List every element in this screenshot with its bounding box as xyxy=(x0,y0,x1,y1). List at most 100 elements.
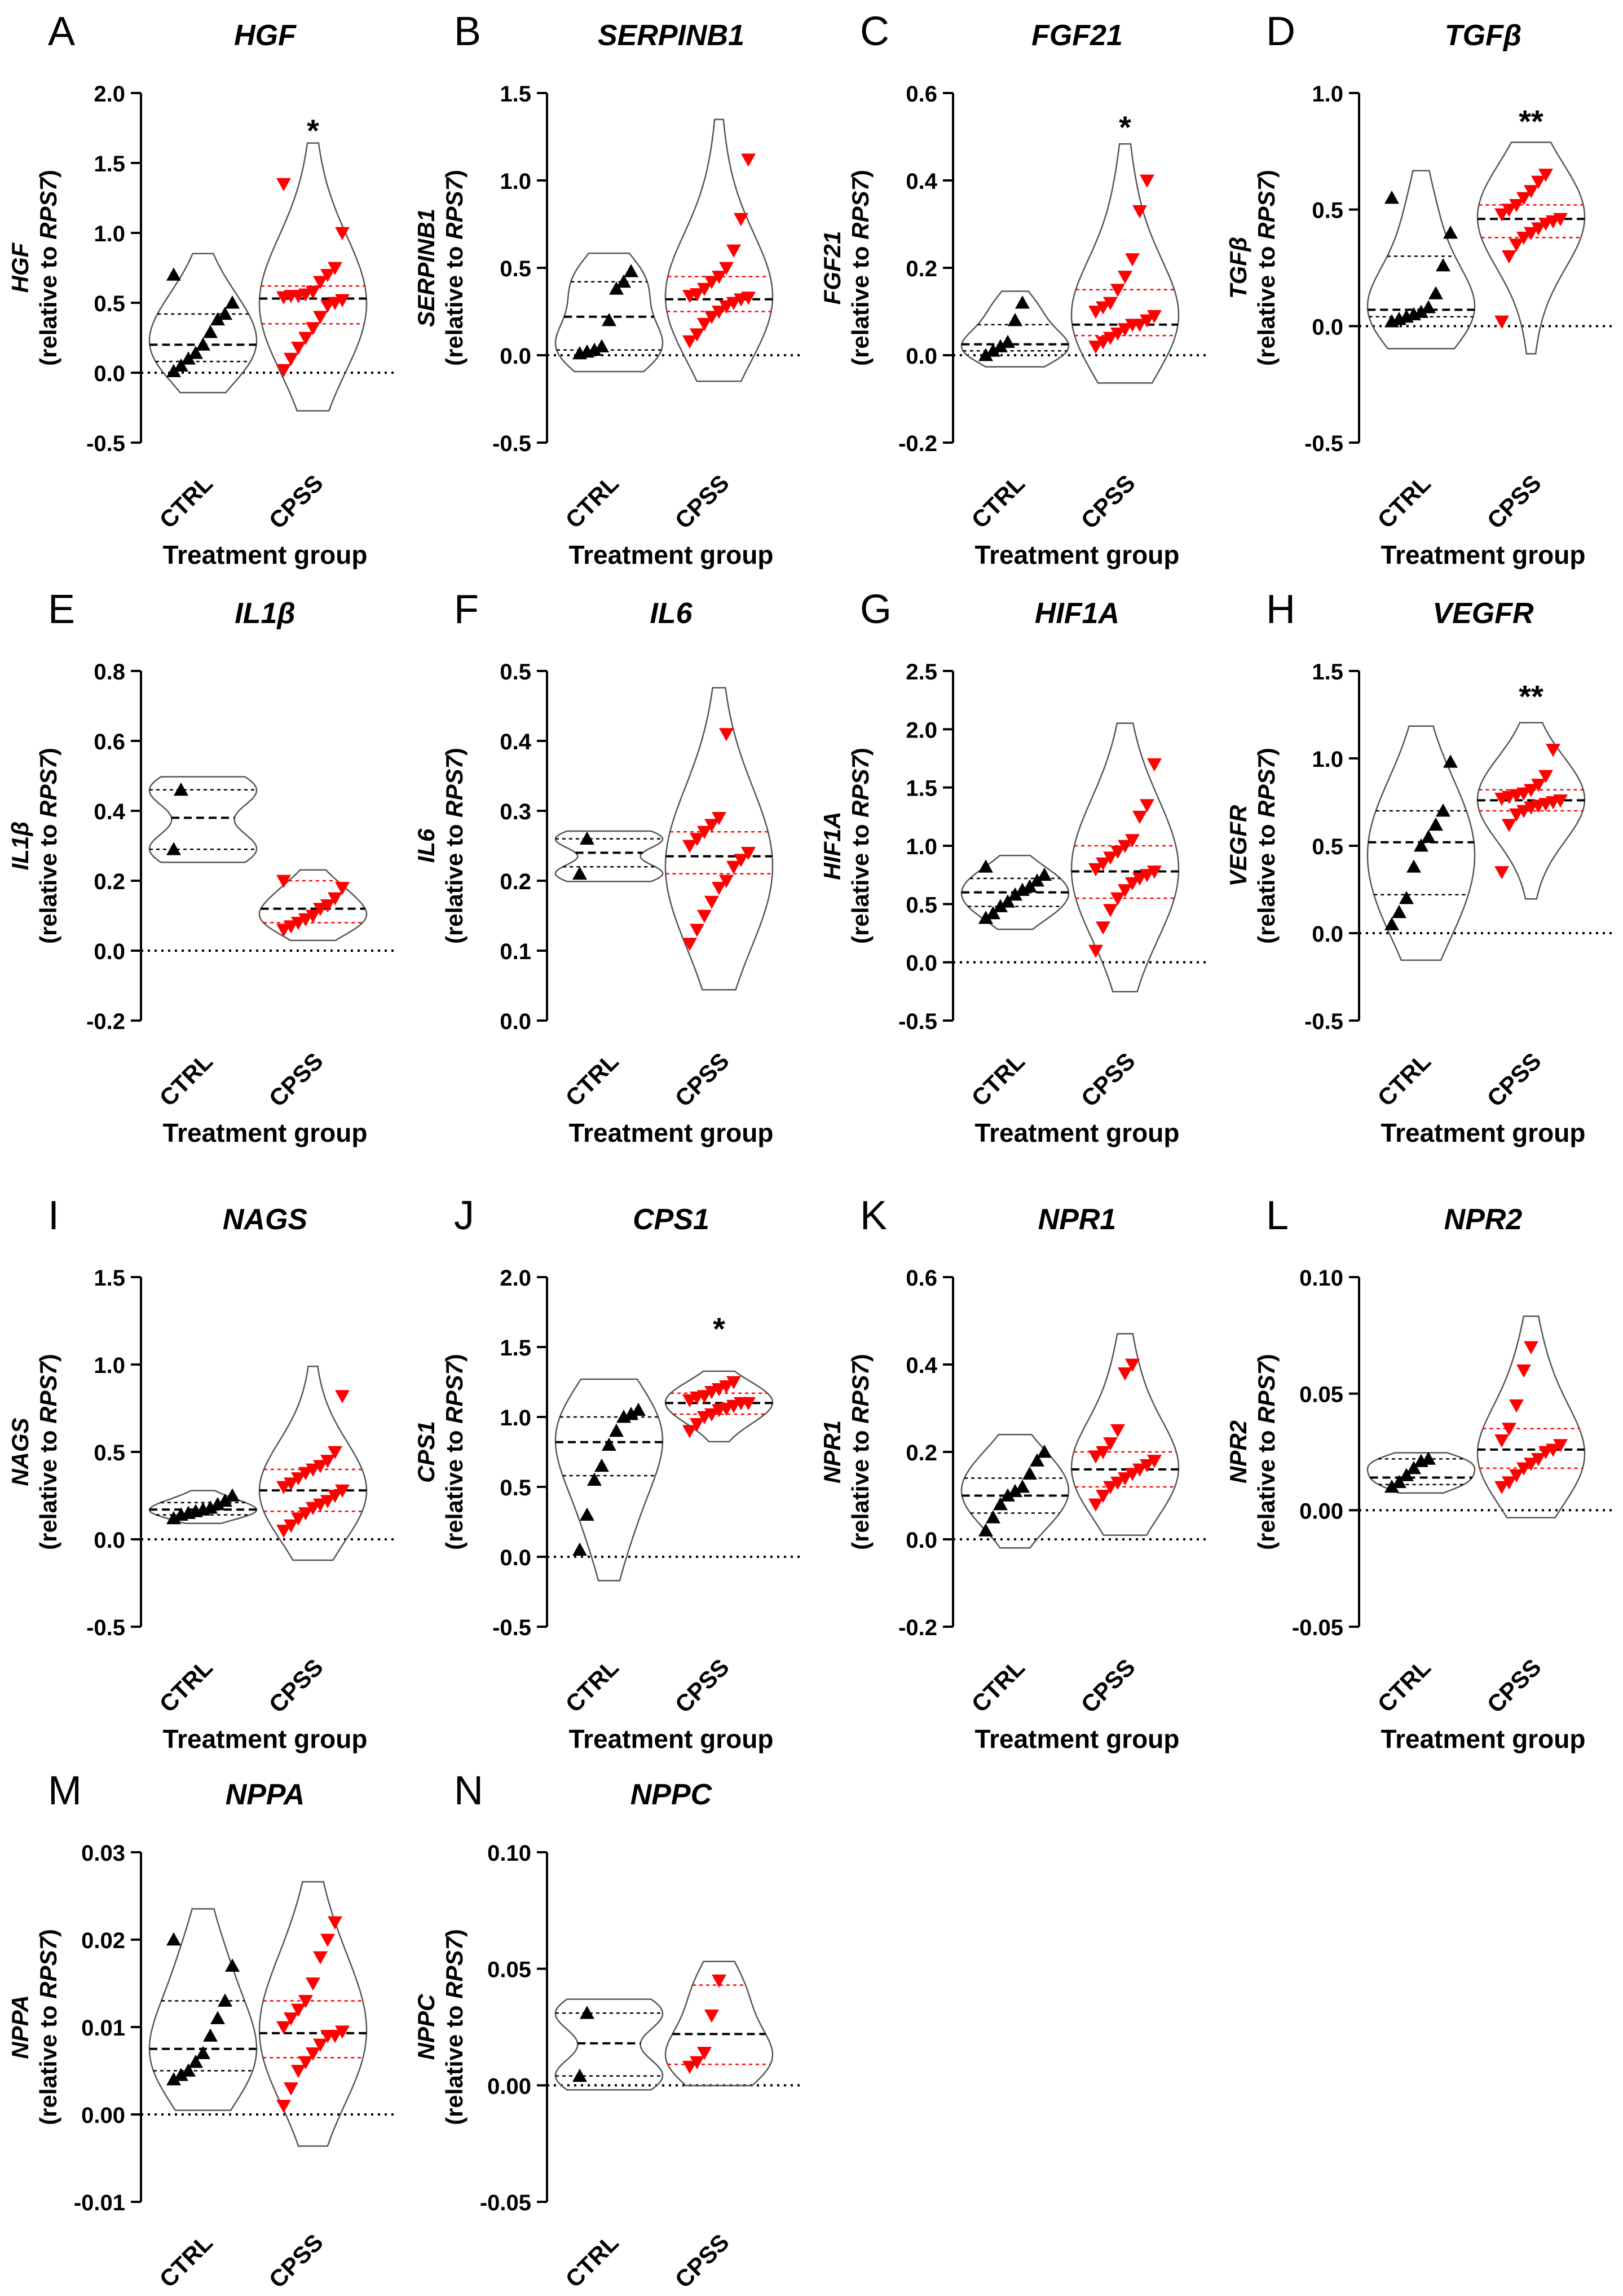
data-point-cpss xyxy=(1110,284,1125,297)
x-tick-label: CPSS xyxy=(670,2229,734,2293)
data-point-cpss xyxy=(1553,213,1568,227)
y-axis-unit-ref: RPS7 xyxy=(1253,176,1280,239)
panel-title: NPPC xyxy=(630,1778,713,1811)
data-point-cpss xyxy=(1125,834,1140,847)
data-point-ctrl xyxy=(1384,917,1399,930)
data-point-cpss xyxy=(320,1933,335,1947)
y-tick-label: 0.0 xyxy=(94,1528,125,1553)
x-tick-label: CTRL xyxy=(1373,470,1436,533)
data-point-ctrl xyxy=(181,2063,196,2077)
y-tick-label: -0.5 xyxy=(86,1615,125,1640)
y-axis-unit: (relative to RPS7) xyxy=(441,748,468,944)
y-axis-unit-ref: RPS7 xyxy=(847,176,874,239)
y-axis-label: VEGFR xyxy=(1225,805,1251,886)
y-tick-label: 0.0 xyxy=(906,344,937,369)
data-point-cpss xyxy=(291,1472,306,1486)
data-point-cpss xyxy=(320,269,335,282)
violin-cpss xyxy=(1476,722,1586,900)
y-axis-unit-ref: RPS7 xyxy=(441,1936,468,1998)
y-axis-label: NPPA xyxy=(7,1995,33,2059)
data-point-ctrl xyxy=(1421,300,1436,314)
y-tick-label: -0.5 xyxy=(86,431,125,456)
data-point-ctrl xyxy=(1399,891,1414,904)
data-point-cpss xyxy=(313,2038,328,2052)
violin-cpss xyxy=(664,1370,774,1443)
data-point-ctrl xyxy=(225,1488,240,1502)
data-point-cpss xyxy=(1147,1455,1162,1468)
data-point-cpss xyxy=(1524,1341,1538,1354)
data-point-cpss xyxy=(1140,1459,1154,1473)
data-point-cpss xyxy=(1088,1450,1103,1464)
data-point-cpss xyxy=(1502,1476,1516,1490)
data-point-cpss xyxy=(284,1519,298,1533)
data-point-cpss xyxy=(276,2100,291,2113)
data-point-ctrl xyxy=(174,2068,188,2081)
y-axis-unit: (relative to RPS7) xyxy=(441,1929,468,2125)
data-point-ctrl xyxy=(986,1510,1000,1524)
data-point-ctrl xyxy=(978,1523,993,1536)
data-point-cpss xyxy=(1132,319,1147,332)
data-point-cpss xyxy=(328,892,342,906)
y-tick-label: 1.0 xyxy=(1312,747,1343,772)
panel-title: IL6 xyxy=(650,597,693,630)
data-point-cpss xyxy=(1516,787,1531,801)
data-point-ctrl xyxy=(1436,258,1450,272)
panel-letter: H xyxy=(1266,587,1295,632)
y-tick-label: 0.00 xyxy=(487,2074,531,2099)
data-point-cpss xyxy=(697,1390,712,1403)
panel-title: SERPINB1 xyxy=(598,19,744,52)
data-point-cpss xyxy=(1110,327,1125,341)
data-point-cpss xyxy=(690,288,704,302)
x-axis-title: Treatment group xyxy=(163,1118,368,1147)
data-point-cpss xyxy=(1494,1434,1509,1448)
y-axis-unit: (relative to RPS7) xyxy=(35,170,61,366)
violin-cpss xyxy=(1476,142,1586,355)
panel-title: IL1β xyxy=(235,597,295,630)
data-point-cpss xyxy=(276,875,291,888)
data-point-cpss xyxy=(1103,904,1118,917)
data-point-cpss xyxy=(712,812,726,825)
data-point-ctrl xyxy=(609,1423,624,1437)
data-point-cpss xyxy=(1140,314,1154,328)
x-tick-label: CTRL xyxy=(967,1048,1030,1111)
data-point-cpss xyxy=(682,1425,697,1438)
data-point-ctrl xyxy=(210,1497,225,1511)
data-point-cpss xyxy=(1103,1481,1118,1494)
x-axis-title: Treatment group xyxy=(569,1724,774,1754)
data-point-cpss xyxy=(276,1481,291,1494)
y-axis-unit-ref: RPS7 xyxy=(847,754,874,817)
data-point-cpss xyxy=(682,2060,697,2074)
data-point-cpss xyxy=(1140,174,1154,188)
data-point-cpss xyxy=(1516,1462,1531,1476)
data-point-ctrl xyxy=(218,1493,232,1507)
data-point-cpss xyxy=(697,825,712,840)
y-tick-label: 0.4 xyxy=(94,800,125,824)
y-axis-label: TGFβ xyxy=(1225,237,1251,299)
data-point-cpss xyxy=(1524,784,1538,797)
y-tick-label: 0.1 xyxy=(500,939,531,964)
y-axis-label: NPR1 xyxy=(819,1420,845,1483)
data-point-cpss xyxy=(1509,199,1524,213)
data-point-ctrl xyxy=(166,2072,181,2086)
data-point-cpss xyxy=(306,909,320,923)
y-axis-unit-ref: RPS7 xyxy=(35,754,61,817)
data-point-cpss xyxy=(291,2065,306,2078)
panel-letter: N xyxy=(454,1768,483,1813)
data-point-cpss xyxy=(276,1525,291,1538)
data-point-cpss xyxy=(1147,866,1162,879)
data-point-ctrl xyxy=(1037,1445,1052,1458)
panel-letter: B xyxy=(454,9,481,54)
data-point-cpss xyxy=(704,276,719,289)
data-point-cpss xyxy=(320,899,335,913)
y-axis-unit-ref: RPS7 xyxy=(441,176,468,239)
data-point-cpss xyxy=(1502,204,1516,217)
data-point-cpss xyxy=(291,917,306,930)
y-tick-label: 2.0 xyxy=(500,1266,531,1291)
data-point-ctrl xyxy=(602,1437,616,1451)
panel-letter: G xyxy=(860,587,892,632)
data-point-cpss xyxy=(1494,866,1509,880)
y-tick-label: 0.4 xyxy=(906,169,937,194)
data-point-cpss xyxy=(719,875,734,888)
